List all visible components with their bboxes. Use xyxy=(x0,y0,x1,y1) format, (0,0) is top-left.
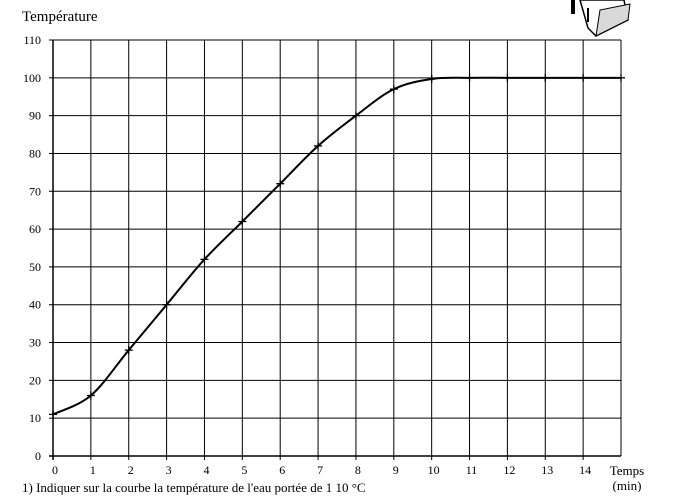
x-tick-label: 8 xyxy=(355,463,361,477)
data-point xyxy=(238,217,247,226)
x-axis-title: Temps xyxy=(610,463,644,478)
data-point xyxy=(276,179,285,188)
x-tick-label: 7 xyxy=(317,463,323,477)
data-point xyxy=(314,141,323,150)
y-tick-label: 80 xyxy=(29,146,41,160)
data-point xyxy=(579,73,588,82)
data-point xyxy=(49,410,57,419)
data-point xyxy=(124,346,133,355)
x-tick-label: 4 xyxy=(203,463,209,477)
y-axis-title: Température xyxy=(22,9,98,25)
data-point xyxy=(162,300,171,309)
x-tick-label: 6 xyxy=(279,463,285,477)
x-tick-label: 3 xyxy=(166,463,172,477)
x-tick-label: 13 xyxy=(541,463,553,477)
x-axis-unit: (min) xyxy=(613,478,642,492)
y-tick-label: 20 xyxy=(29,373,41,387)
y-tick-label: 30 xyxy=(29,336,41,350)
x-tick-label: 5 xyxy=(241,463,247,477)
axes xyxy=(49,39,621,460)
data-point xyxy=(465,73,474,82)
data-point xyxy=(541,73,550,82)
x-tick-label: 10 xyxy=(428,463,440,477)
x-tick-label: 2 xyxy=(128,463,134,477)
y-tick-label: 70 xyxy=(29,184,41,198)
x-tick-label: 12 xyxy=(503,463,515,477)
data-point xyxy=(351,111,360,120)
data-point xyxy=(200,255,209,264)
y-tick-label: 100 xyxy=(23,71,41,85)
data-markers xyxy=(49,73,625,419)
y-tick-label: 10 xyxy=(29,411,41,425)
y-tick-label: 50 xyxy=(29,260,41,274)
x-tick-label: 14 xyxy=(579,463,591,477)
data-point xyxy=(617,73,625,82)
x-tick-label: 1 xyxy=(90,463,96,477)
data-point xyxy=(389,85,398,94)
x-tick-label: 0 xyxy=(52,463,58,477)
x-tick-label: 11 xyxy=(466,463,478,477)
y-tick-label: 0 xyxy=(35,449,41,463)
x-tick-label: 9 xyxy=(393,463,399,477)
question-text: 1) Indiquer sur la courbe la température… xyxy=(22,480,366,495)
kettle-icon xyxy=(571,0,631,37)
grid xyxy=(53,39,622,456)
data-point xyxy=(427,74,436,83)
series-line xyxy=(52,76,621,416)
y-tick-label: 40 xyxy=(29,298,41,312)
y-tick-label: 60 xyxy=(29,222,41,236)
data-point xyxy=(503,73,512,82)
y-tick-label: 110 xyxy=(23,33,41,47)
tick-labels: 0 1 2 3 4 5 6 7 8 9 10 11 12 13 1401020304050607080901… xyxy=(23,33,591,477)
data-point xyxy=(86,391,95,400)
y-tick-label: 90 xyxy=(29,109,41,123)
